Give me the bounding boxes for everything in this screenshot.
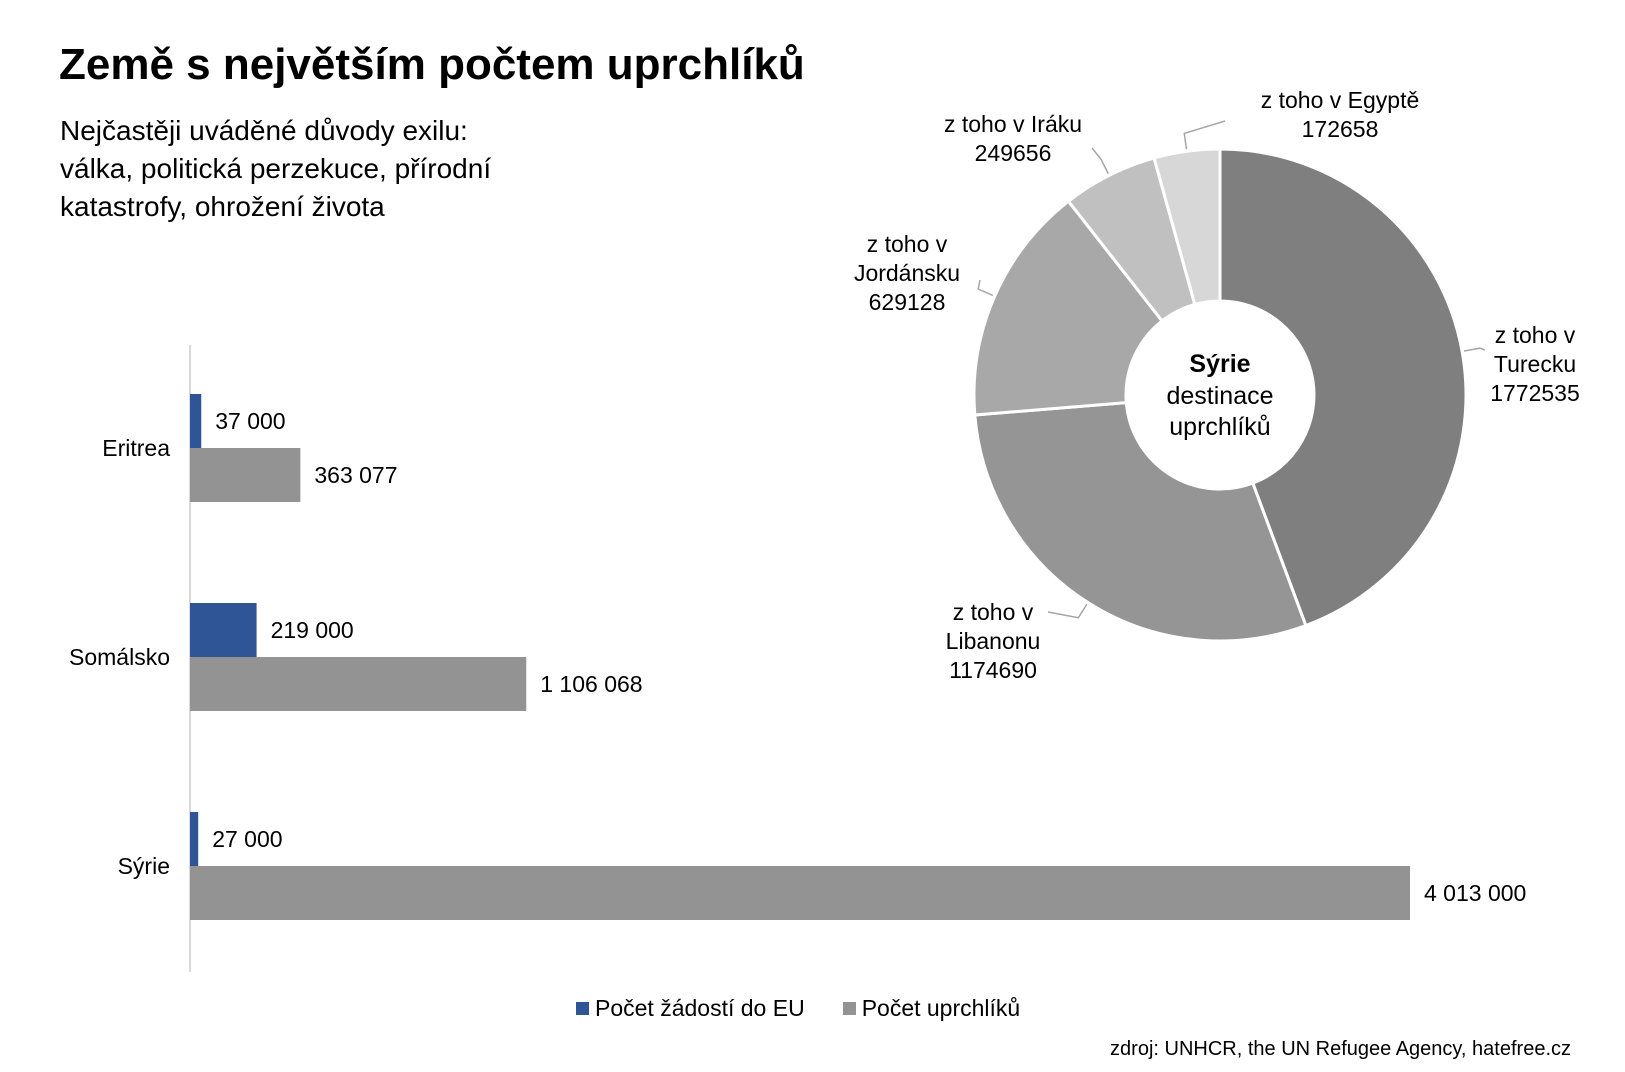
legend-swatch-refugees — [842, 1002, 856, 1015]
subtitle-line: katastrofy, ohrožení života — [60, 191, 385, 222]
bar — [190, 603, 257, 657]
donut-slice — [972, 199, 1165, 417]
bar — [190, 866, 1410, 920]
slice-label: 172658 — [1302, 116, 1379, 142]
subtitle-line: válka, politická perzekuce, přírodní — [60, 153, 492, 184]
slice-label: z toho v — [867, 231, 948, 257]
donut-slice — [1152, 147, 1222, 307]
source-note: zdroj: UNHCR, the UN Refugee Agency, hat… — [1110, 1038, 1571, 1060]
slice-label: z toho v — [953, 599, 1034, 625]
donut-center-label: destinace — [1166, 382, 1273, 410]
bar-data-label: 1 106 068 — [540, 671, 642, 697]
bar-data-label: 4 013 000 — [1424, 880, 1526, 906]
slice-label: 1772535 — [1490, 380, 1580, 406]
leader-line — [1091, 147, 1109, 174]
chart-title: Země s největším počtem uprchlíků — [59, 40, 805, 89]
bar-data-label: 27 000 — [212, 826, 282, 852]
donut-slice — [1218, 147, 1468, 628]
category-label: Somálsko — [69, 644, 170, 670]
legend-item-refugees: Počet uprchlíků — [842, 995, 1021, 1022]
bar — [190, 448, 301, 502]
slice-label: z toho v Iráku — [944, 111, 1082, 137]
bar-chart-legend: Počet žádostí do EU Počet uprchlíků — [576, 995, 1058, 1022]
slice-label: z toho v — [1495, 322, 1576, 348]
leader-line — [1463, 347, 1486, 352]
bar — [190, 394, 202, 448]
legend-label-applications: Počet žádostí do EU — [595, 995, 805, 1021]
bar — [190, 812, 199, 866]
legend-swatch-applications — [576, 1002, 589, 1015]
subtitle-line: Nejčastěji uváděné důvody exilu: — [60, 115, 468, 146]
slice-label: Libanonu — [946, 628, 1041, 654]
slice-label: Turecku — [1494, 351, 1576, 377]
bar-data-label: 219 000 — [271, 617, 354, 643]
donut-center-title: Sýrie — [1189, 350, 1250, 378]
slice-label: z toho v Egyptě — [1261, 87, 1420, 113]
slice-label: Jordánsku — [854, 260, 960, 286]
bar-data-label: 363 077 — [314, 462, 397, 488]
leader-line — [1047, 603, 1088, 619]
legend-label-refugees: Počet uprchlíků — [861, 995, 1021, 1021]
slice-label: 629128 — [869, 289, 946, 315]
bar-data-label: 37 000 — [215, 408, 285, 434]
leader-line — [1183, 120, 1226, 150]
chart-subtitle: Nejčastěji uváděné důvody exilu: válka, … — [60, 112, 600, 226]
slice-label: 249656 — [975, 140, 1052, 166]
legend-item-applications: Počet žádostí do EU — [576, 995, 805, 1022]
slice-label: 1174690 — [949, 657, 1037, 683]
category-label: Eritrea — [102, 435, 170, 461]
leader-line — [977, 279, 994, 297]
donut-slice — [973, 401, 1308, 643]
donut-center-label: uprchlíků — [1169, 413, 1270, 441]
category-label: Sýrie — [118, 853, 170, 879]
bar — [190, 657, 527, 711]
